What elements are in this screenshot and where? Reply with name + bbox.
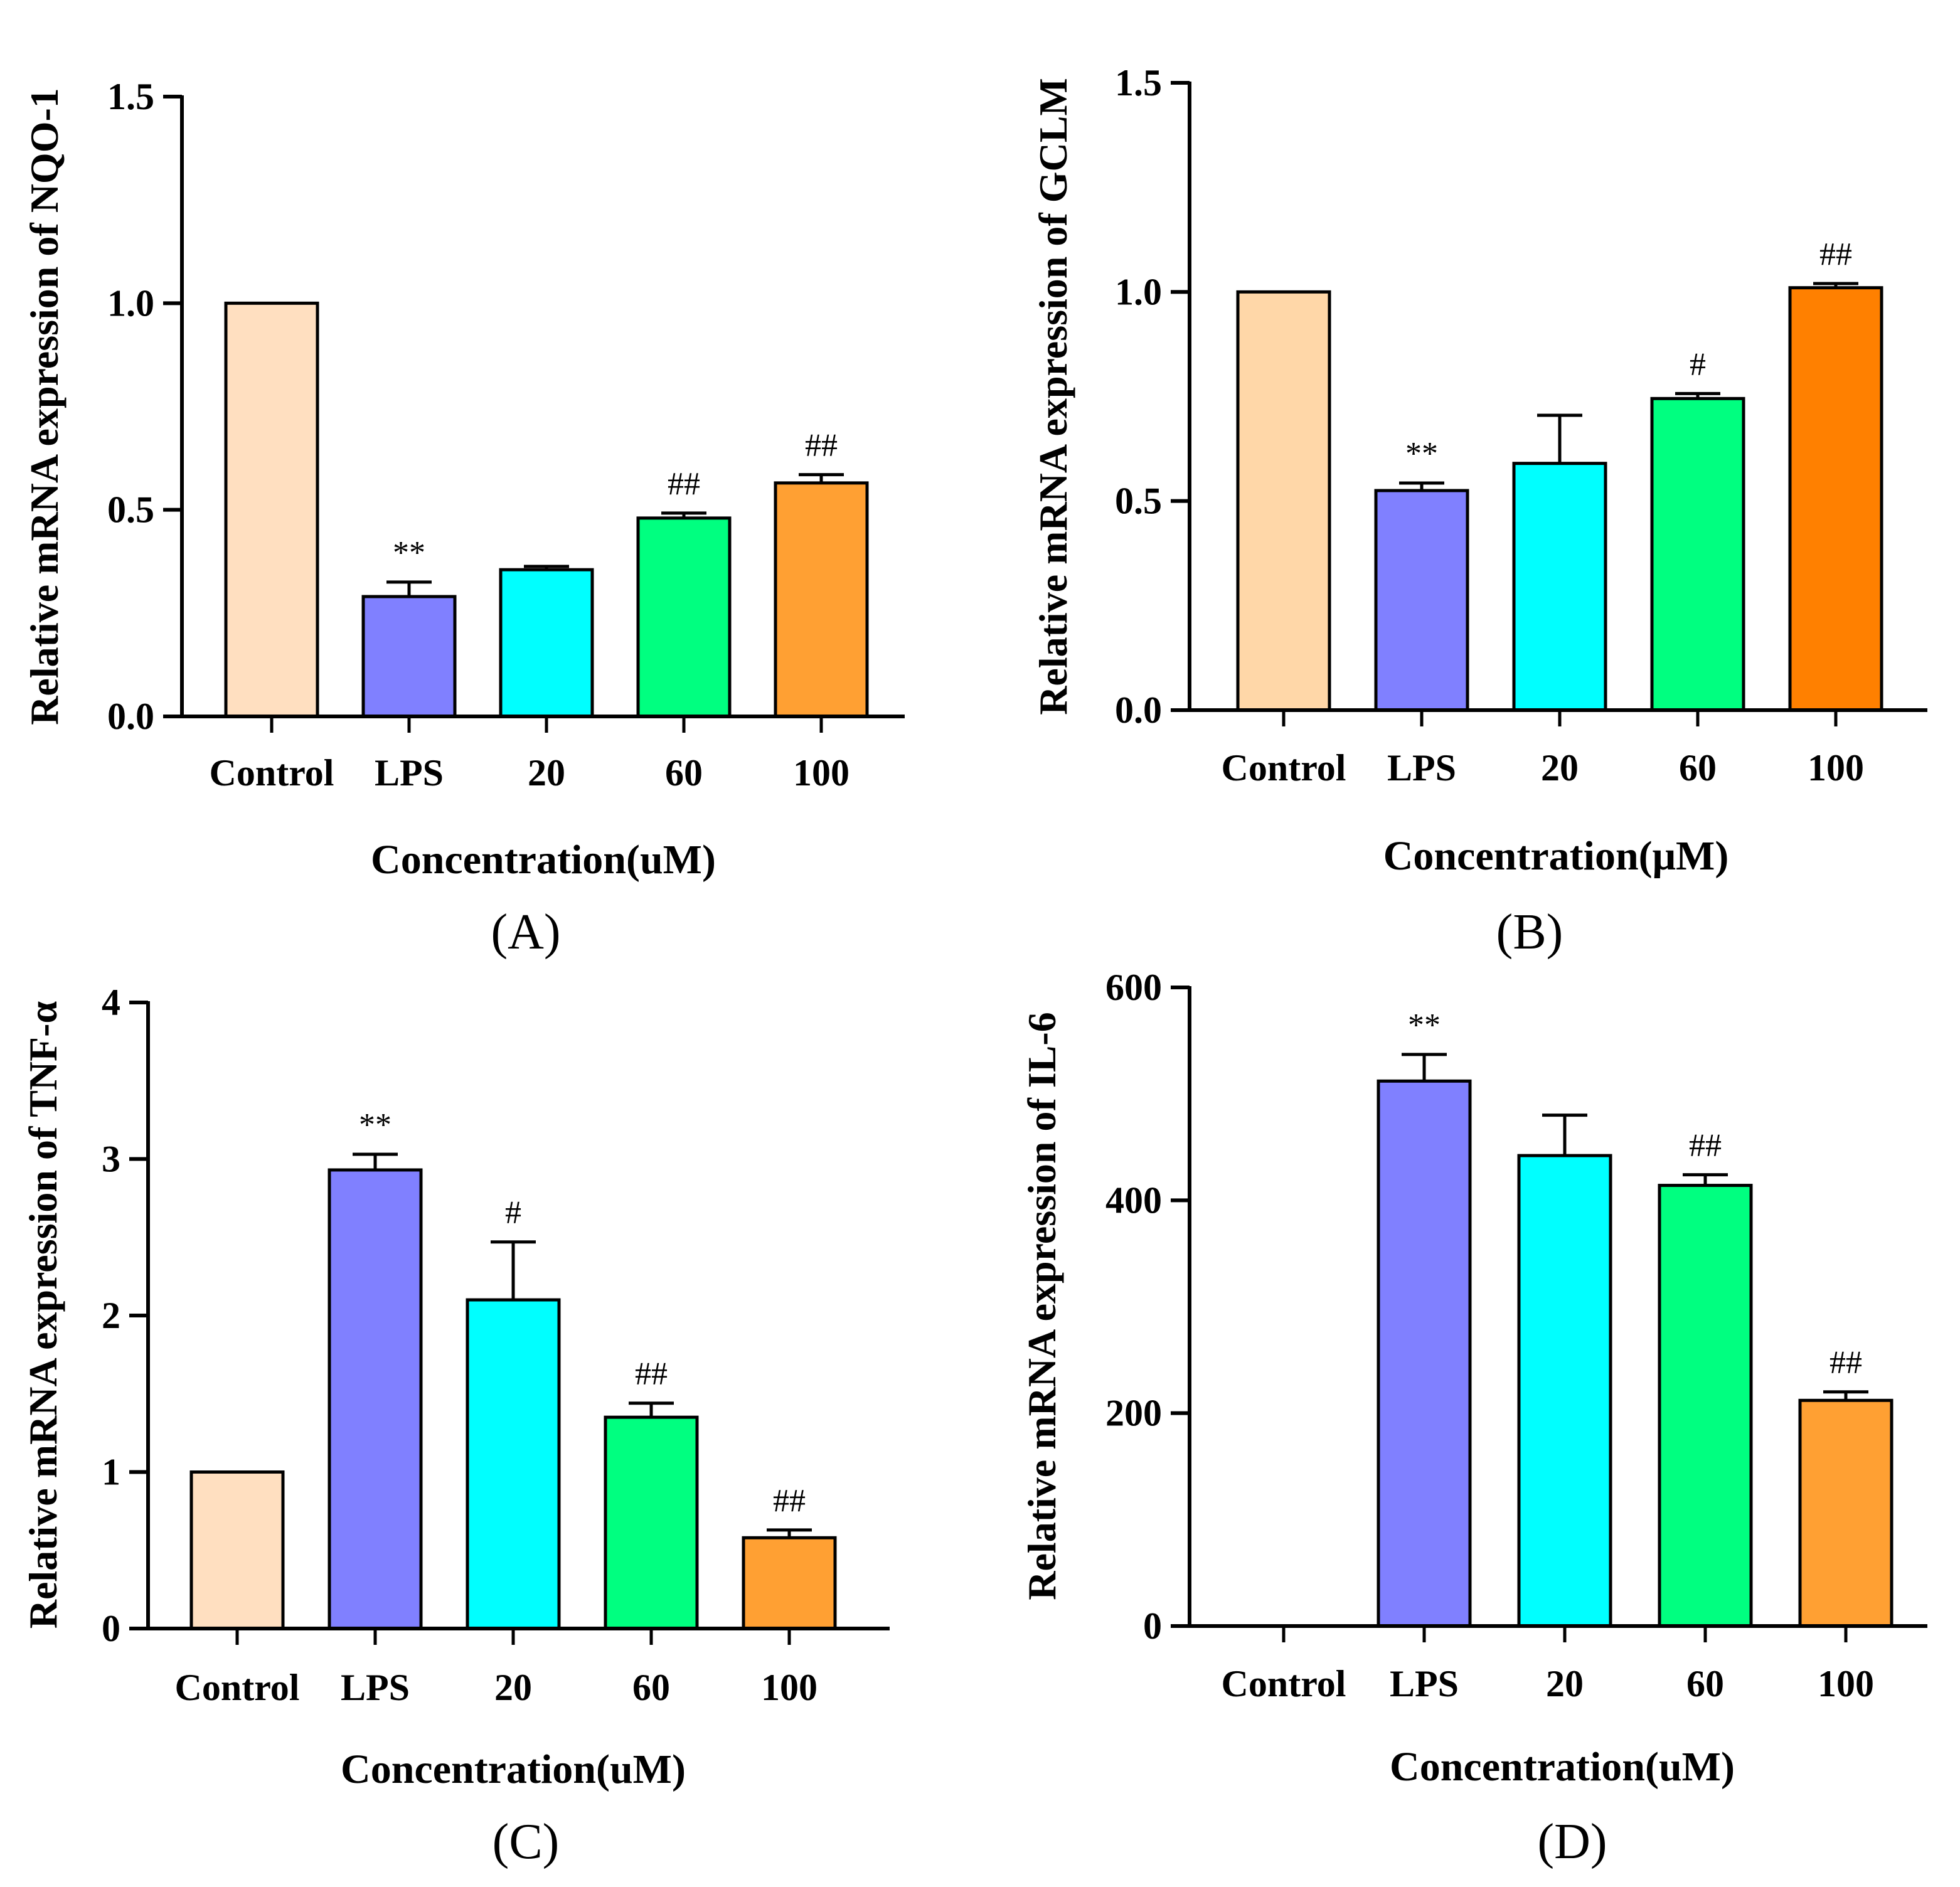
y-tick-label: 4 — [102, 982, 120, 1023]
bar — [1374, 489, 1469, 712]
bar — [774, 481, 869, 718]
category-label: LPS — [341, 1667, 410, 1708]
category-label: Control — [1222, 747, 1346, 789]
bar — [361, 595, 457, 718]
category-label: 20 — [1546, 1663, 1584, 1704]
x-axis-title: Concentration(uM) — [1390, 1744, 1735, 1790]
bar — [328, 1168, 423, 1630]
significance-label: ## — [1830, 1345, 1862, 1381]
y-axis-title: Relative mRNA expression of NQO-1 — [22, 88, 67, 725]
significance-label: ** — [359, 1107, 391, 1143]
category-label: 60 — [1679, 747, 1717, 789]
category-label: 100 — [793, 752, 850, 794]
bar — [604, 1415, 699, 1630]
y-tick-label: 400 — [1105, 1179, 1162, 1221]
bar — [499, 568, 594, 718]
y-tick-label: 3 — [102, 1139, 120, 1180]
category-label: LPS — [1390, 1663, 1459, 1704]
x-axis-title: Concentration(uM) — [371, 837, 716, 883]
category-label: 100 — [761, 1667, 818, 1708]
category-label: 20 — [1541, 747, 1579, 789]
y-axis-title: Relative mRNA expression of TNF-α — [21, 1001, 65, 1629]
significance-label: ## — [1819, 237, 1852, 272]
significance-label: ## — [773, 1483, 806, 1519]
y-tick-label: 0 — [102, 1608, 120, 1649]
y-tick-label: 1.0 — [107, 282, 154, 324]
bar — [466, 1298, 561, 1630]
category-label: 20 — [494, 1667, 532, 1708]
bar — [224, 301, 319, 718]
panel-label: (A) — [491, 905, 560, 960]
x-axis-title: Concentration(μM) — [1383, 833, 1729, 879]
category-label: 60 — [632, 1667, 670, 1708]
significance-label: ** — [1408, 1007, 1441, 1043]
significance-label: ## — [1689, 1128, 1722, 1164]
bar — [1650, 396, 1745, 712]
category-label: Control — [210, 752, 334, 794]
category-label: Control — [175, 1667, 300, 1708]
panel-label: (B) — [1496, 905, 1563, 960]
y-tick-label: 1 — [102, 1452, 120, 1493]
category-label: LPS — [375, 752, 444, 794]
y-tick-label: 0.5 — [107, 489, 154, 531]
bar — [1788, 286, 1883, 712]
significance-label: # — [1690, 346, 1706, 382]
category-label: 20 — [528, 752, 565, 794]
significance-label: ## — [635, 1356, 668, 1392]
bar — [1517, 1154, 1612, 1628]
significance-label: ## — [805, 428, 838, 464]
bar — [1798, 1398, 1893, 1628]
chart-panel: Control ** LPS 20 ## 60 ## 100 0 200 400 600 Concent… — [1020, 967, 1927, 1869]
significance-label: ** — [393, 535, 425, 571]
y-tick-label: 0.5 — [1115, 481, 1162, 522]
y-tick-label: 0 — [1143, 1605, 1162, 1647]
y-tick-label: 600 — [1105, 967, 1162, 1008]
y-tick-label: 2 — [102, 1295, 120, 1336]
category-label: LPS — [1387, 747, 1456, 789]
bar — [1377, 1079, 1472, 1628]
y-tick-label: 1.5 — [1115, 62, 1162, 104]
significance-label: ## — [668, 466, 700, 502]
bar — [1236, 290, 1331, 712]
y-tick-label: 200 — [1105, 1393, 1162, 1434]
y-axis-title: Relative mRNA expression of GCLM — [1031, 78, 1075, 715]
x-axis-title: Concentration(uM) — [341, 1746, 686, 1792]
bar — [636, 516, 732, 718]
bar — [189, 1470, 285, 1630]
category-label: 60 — [1686, 1663, 1724, 1704]
y-tick-label: 0.0 — [107, 696, 154, 737]
y-axis-title: Relative mRNA expression of IL-6 — [1020, 1012, 1064, 1600]
y-tick-label: 1.0 — [1115, 271, 1162, 312]
category-label: 100 — [1808, 747, 1864, 789]
y-tick-label: 0.0 — [1115, 689, 1162, 731]
bar — [742, 1536, 837, 1630]
panel-label: (D) — [1537, 1814, 1607, 1869]
bar — [1658, 1184, 1753, 1628]
category-label: 60 — [665, 752, 703, 794]
significance-label: # — [505, 1195, 521, 1231]
chart-panel: Control ** LPS 20 #60 ## 100 0.0 0.5 1.0 1.5 Concen… — [1031, 62, 1927, 960]
significance-label: ** — [1405, 436, 1438, 472]
y-tick-label: 1.5 — [107, 76, 154, 117]
chart-panel: Control ** LPS #20 ## 60 ## 100 0 1 2 3 4 Concentrati… — [21, 982, 890, 1869]
bar — [1512, 462, 1607, 712]
category-label: Control — [1222, 1663, 1346, 1704]
panel-label: (C) — [493, 1814, 560, 1869]
chart-panel: Control ** LPS 20 ## 60 ## 100 0.0 0.5 1.0 1.5 Conce… — [22, 76, 905, 960]
category-label: 100 — [1818, 1663, 1874, 1704]
